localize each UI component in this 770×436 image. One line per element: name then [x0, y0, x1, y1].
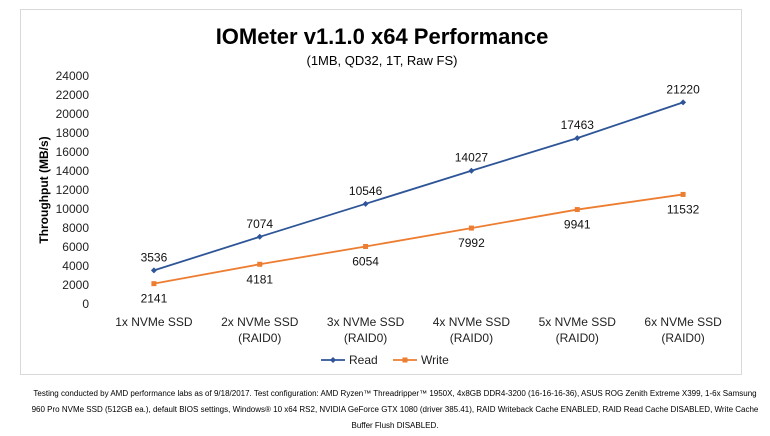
write-point	[363, 243, 369, 249]
x-category-label: 5x NVMe SSD	[539, 315, 617, 329]
x-category-label: 4x NVMe SSD	[433, 315, 511, 329]
y-tick-label: 16000	[56, 145, 90, 159]
legend-write-label: Write	[421, 353, 449, 367]
y-tick-label: 2000	[62, 278, 89, 292]
read-data-label: 7074	[246, 217, 273, 231]
x-category-label: 3x NVMe SSD	[327, 315, 405, 329]
write-data-label: 9941	[564, 218, 591, 232]
read-data-label: 17463	[561, 118, 595, 132]
x-category-label: 6x NVMe SSD	[644, 315, 722, 329]
write-series-line	[153, 193, 684, 285]
read-data-label: 3536	[141, 250, 168, 264]
read-series-line	[153, 101, 684, 272]
legend-read-label: Read	[349, 353, 378, 367]
x-category-label: (RAID0)	[450, 331, 493, 345]
read-point	[468, 167, 475, 174]
y-tick-label: 6000	[62, 240, 89, 254]
y-tick-label: 14000	[56, 164, 90, 178]
y-axis-title: Throughput (MB/s)	[37, 136, 51, 243]
y-tick-label: 18000	[56, 126, 90, 140]
x-category-label: (RAID0)	[238, 331, 281, 345]
read-point	[150, 267, 157, 274]
x-category-label: 1x NVMe SSD	[115, 315, 193, 329]
test-configuration-footnote: Testing conducted by AMD performance lab…	[31, 389, 759, 430]
chart-title: IOMeter v1.1.0 x64 Performance	[215, 24, 549, 49]
read-point	[362, 200, 369, 207]
x-category-label: 2x NVMe SSD	[221, 315, 299, 329]
read-data-label: 14027	[455, 151, 489, 165]
legend-read-marker	[330, 357, 336, 363]
chart-subtitle: (1MB, QD32, 1T, Raw FS)	[306, 53, 458, 68]
read-point	[680, 99, 687, 106]
write-data-label: 6054	[352, 254, 379, 268]
y-tick-label: 12000	[56, 183, 90, 197]
write-data-label: 7992	[458, 236, 485, 250]
line-chart: Throughput (MB/s) 0 2000 4000 6000 8000 10000 1…	[37, 69, 722, 367]
x-category-label: (RAID0)	[556, 331, 599, 345]
write-data-label: 11532	[667, 202, 700, 216]
y-tick-label: 22000	[56, 88, 90, 102]
write-point	[257, 261, 263, 267]
read-data-label: 10546	[349, 184, 383, 198]
write-data-label: 4181	[246, 272, 273, 286]
y-tick-label: 4000	[62, 259, 89, 273]
write-point	[151, 281, 157, 287]
x-category-label: (RAID0)	[344, 331, 387, 345]
write-point	[468, 225, 474, 231]
y-tick-label: 10000	[56, 202, 90, 216]
y-tick-label: 20000	[56, 107, 90, 121]
write-point	[680, 191, 686, 197]
legend-write-marker	[402, 357, 408, 363]
write-point	[574, 207, 580, 213]
read-point	[574, 135, 581, 142]
y-tick-label: 24000	[56, 69, 90, 83]
read-data-label: 21220	[666, 82, 700, 96]
read-point	[256, 233, 263, 240]
chart-area: Throughput (MB/s) 0 2000 4000 6000 8000 10000 1…	[20, 9, 742, 375]
x-category-label: (RAID0)	[661, 331, 704, 345]
y-tick-label: 8000	[62, 221, 89, 235]
y-tick-label: 0	[82, 297, 89, 311]
write-data-label: 2141	[141, 292, 168, 306]
